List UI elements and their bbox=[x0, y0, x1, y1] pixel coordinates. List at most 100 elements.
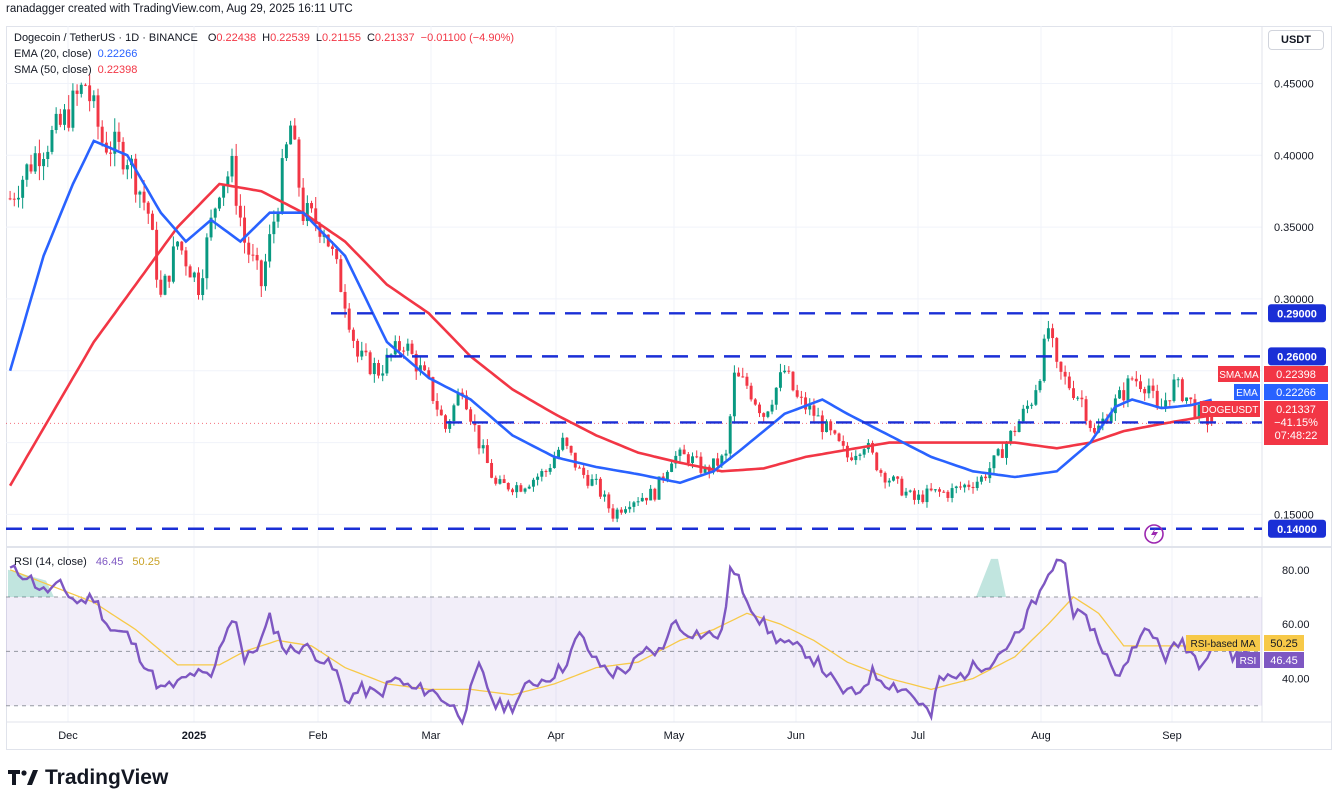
level-label-1: 0.26000 bbox=[1277, 351, 1317, 363]
candle-body-226 bbox=[954, 486, 958, 489]
candle-body-182 bbox=[770, 404, 774, 412]
candle-body-251 bbox=[1059, 361, 1063, 372]
candle-body-223 bbox=[942, 491, 946, 493]
candle-body-101 bbox=[431, 377, 435, 402]
y-tick-1: 0.40000 bbox=[1274, 150, 1314, 162]
ema-legend-label[interactable]: EMA (20, close) bbox=[14, 48, 92, 60]
candle-body-267 bbox=[1126, 378, 1130, 401]
candle-body-133 bbox=[565, 437, 569, 446]
candle-body-130 bbox=[552, 457, 556, 469]
candle-body-128 bbox=[544, 471, 548, 473]
rsi-tag-bg bbox=[1236, 652, 1260, 668]
candle-body-104 bbox=[444, 415, 447, 429]
candle-body-163 bbox=[691, 456, 694, 463]
symbol-title: Dogecoin / TetherUS · 1D · BINANCE bbox=[14, 32, 198, 44]
candle-body-138 bbox=[586, 474, 590, 486]
rsi-ma-tag-bg bbox=[1186, 635, 1260, 651]
candle-body-6 bbox=[33, 153, 37, 172]
candle-body-233 bbox=[984, 476, 988, 479]
lightning-icon-ring bbox=[1144, 524, 1164, 544]
candle-body-188 bbox=[795, 390, 799, 397]
candle-body-278 bbox=[1172, 379, 1176, 401]
candle-body-18 bbox=[83, 84, 87, 86]
doge-tag-value: 0.21337 bbox=[1276, 404, 1316, 416]
candle-body-73 bbox=[314, 208, 318, 224]
chart-canvas[interactable]: 0.290000.260000.210000.140000.450000.400… bbox=[6, 26, 1332, 750]
candle-body-159 bbox=[674, 455, 678, 464]
candle-body-72 bbox=[310, 203, 313, 209]
x-tick-3: Mar bbox=[422, 730, 441, 742]
candle-body-135 bbox=[573, 452, 577, 468]
currency-selector[interactable]: USDT bbox=[1268, 30, 1324, 50]
candle-body-144 bbox=[611, 508, 615, 519]
candle-body-157 bbox=[665, 471, 669, 480]
candle-body-222 bbox=[938, 489, 941, 492]
rsi-ma-tag-value: 50.25 bbox=[1270, 638, 1298, 650]
candle-body-36 bbox=[159, 279, 163, 295]
candle-body-94 bbox=[402, 350, 406, 352]
candle-body-99 bbox=[423, 365, 427, 371]
candle-body-150 bbox=[636, 501, 640, 503]
tradingview-logo: TradingView bbox=[8, 766, 168, 790]
candle-body-243 bbox=[1025, 405, 1029, 409]
candle-body-28 bbox=[125, 165, 129, 170]
chart-byline: ranadagger created with TradingView.com,… bbox=[6, 3, 353, 15]
candle-body-272 bbox=[1147, 385, 1151, 394]
ema-tag-value: 0.22266 bbox=[1276, 387, 1316, 399]
rsi-y-tick-1: 60.00 bbox=[1282, 619, 1310, 631]
candles bbox=[8, 74, 1214, 523]
candle-body-273 bbox=[1151, 385, 1155, 391]
candle-body-2 bbox=[17, 197, 20, 200]
doge-tag-name: DOGEUSDT bbox=[1202, 405, 1259, 416]
candle-body-115 bbox=[490, 463, 494, 478]
candle-body-145 bbox=[615, 509, 619, 519]
candle-body-129 bbox=[548, 468, 552, 472]
candle-body-116 bbox=[494, 477, 498, 484]
candle-body-80 bbox=[343, 291, 347, 309]
candle-body-30 bbox=[134, 158, 138, 195]
candle-body-69 bbox=[297, 139, 301, 188]
candle-body-186 bbox=[787, 370, 791, 372]
chart-frame[interactable]: 0.290000.260000.210000.140000.450000.400… bbox=[6, 26, 1332, 750]
rsi-legend-value: 46.45 bbox=[95, 556, 124, 568]
candle-body-119 bbox=[506, 483, 510, 490]
candle-body-215 bbox=[908, 490, 912, 492]
candle-body-158 bbox=[670, 463, 674, 472]
level-label-bg-1 bbox=[1268, 347, 1326, 366]
sma-legend-label[interactable]: SMA (50, close) bbox=[14, 64, 92, 76]
rsi-legend-label[interactable]: RSI (14, close) bbox=[14, 556, 87, 568]
candle-body-141 bbox=[598, 478, 602, 497]
candle-body-33 bbox=[146, 202, 150, 214]
candle-body-180 bbox=[762, 413, 766, 417]
candle-body-229 bbox=[967, 484, 971, 487]
ema-tag-value-bg bbox=[1264, 384, 1328, 400]
y-tick-2: 0.35000 bbox=[1274, 222, 1314, 234]
ohlc-values: O0.22438 H0.22539 L0.21155 C0.21337 bbox=[198, 30, 415, 46]
candle-body-247 bbox=[1042, 338, 1046, 381]
ohlc-o: O0.22438 bbox=[207, 32, 257, 44]
candle-body-4 bbox=[25, 164, 29, 180]
candle-body-58 bbox=[251, 254, 255, 256]
candle-body-270 bbox=[1139, 381, 1142, 390]
candle-body-97 bbox=[414, 353, 418, 372]
candle-body-78 bbox=[335, 248, 339, 260]
candle-body-53 bbox=[230, 155, 234, 177]
candle-body-70 bbox=[301, 187, 305, 222]
candle-body-21 bbox=[96, 95, 100, 127]
candle-body-89 bbox=[381, 373, 385, 376]
candle-body-269 bbox=[1134, 378, 1138, 382]
candle-body-96 bbox=[410, 343, 414, 354]
candle-body-107 bbox=[456, 392, 460, 406]
candle-body-171 bbox=[724, 453, 728, 456]
candle-body-224 bbox=[946, 491, 950, 498]
candle-body-25 bbox=[113, 131, 117, 154]
y-tick-0: 0.45000 bbox=[1274, 78, 1314, 90]
level-label-bg-0 bbox=[1268, 304, 1326, 323]
candle-body-40 bbox=[176, 241, 180, 247]
candle-body-246 bbox=[1038, 380, 1042, 391]
doge-tag-change: −41.15% bbox=[1274, 417, 1318, 429]
candle-body-110 bbox=[469, 409, 473, 422]
grid-lines bbox=[6, 26, 1262, 722]
rsi-line bbox=[9, 558, 1258, 726]
candle-body-132 bbox=[561, 437, 565, 450]
